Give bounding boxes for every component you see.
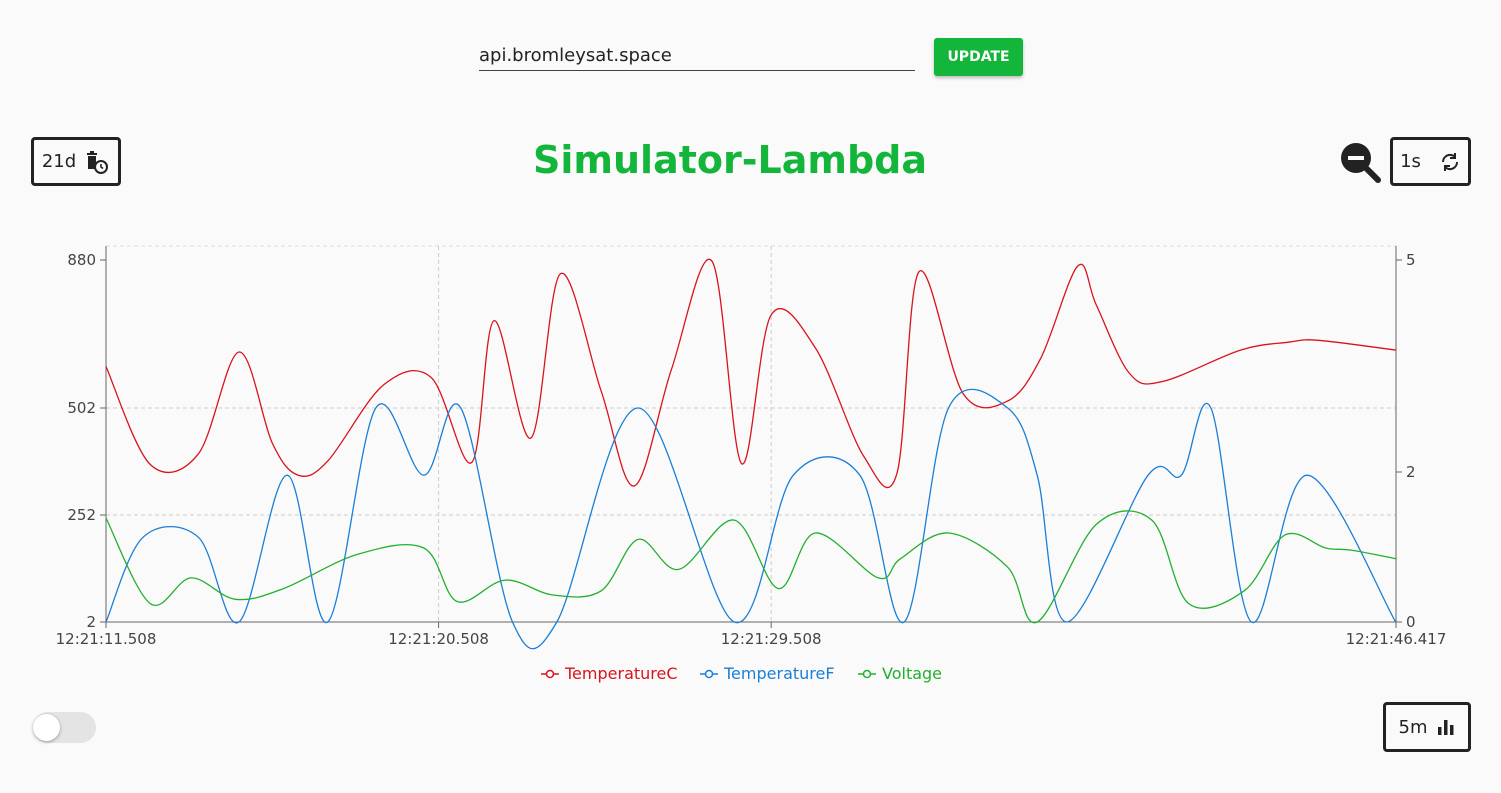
x-tick-label: 12:21:11.508 xyxy=(56,630,157,648)
line-chart: 2 252 502 880 0 2 5 12:21:11.508 12:21:20.508 12:… xyxy=(56,245,1447,683)
x-tick-label: 12:21:46.417 xyxy=(1346,630,1447,648)
y-left-tick-label: 880 xyxy=(67,251,96,269)
series-line-voltage xyxy=(105,510,1396,624)
toggle-knob xyxy=(33,714,60,741)
y-right-tick-label: 5 xyxy=(1406,251,1416,269)
update-button[interactable]: UPDATE xyxy=(934,38,1023,76)
legend-label: TemperatureF xyxy=(723,664,835,683)
x-tick-label: 12:21:29.508 xyxy=(721,630,822,648)
time-window-button[interactable]: 5m xyxy=(1383,702,1471,752)
legend-marker xyxy=(704,669,714,679)
y-right-tick-label: 0 xyxy=(1406,613,1416,631)
x-tick-label: 12:21:20.508 xyxy=(388,630,489,648)
y-right-tick-label: 2 xyxy=(1406,463,1416,481)
retention-label: 21d xyxy=(41,151,77,172)
legend-item-temperaturec: TemperatureC xyxy=(541,664,678,683)
refresh-interval-label: 1s xyxy=(1400,151,1421,172)
retention-button[interactable]: 21d xyxy=(31,137,121,186)
legend-marker xyxy=(545,669,555,679)
time-window-label: 5m xyxy=(1398,716,1428,738)
api-host-input[interactable] xyxy=(479,40,915,71)
refresh-interval-button[interactable]: 1s xyxy=(1390,137,1471,186)
legend-marker xyxy=(862,669,872,679)
legend-label: Voltage xyxy=(882,664,942,683)
series-line-temperaturef xyxy=(105,388,1397,650)
y-left-tick-label: 252 xyxy=(67,506,96,524)
series-line-temperaturec xyxy=(105,258,1396,489)
zoom-out-icon[interactable] xyxy=(1339,141,1381,183)
legend-item-voltage: Voltage xyxy=(858,664,942,683)
chart-title: Simulator-Lambda xyxy=(533,138,927,182)
sync-icon xyxy=(1439,151,1461,173)
live-toggle[interactable] xyxy=(33,712,96,743)
legend-item-temperaturef: TemperatureF xyxy=(700,664,835,683)
bar-chart-icon xyxy=(1436,717,1456,737)
delete-clock-icon xyxy=(84,149,110,175)
legend-label: TemperatureC xyxy=(564,664,678,683)
y-left-tick-label: 502 xyxy=(67,399,96,417)
y-left-tick-label: 2 xyxy=(86,613,96,631)
